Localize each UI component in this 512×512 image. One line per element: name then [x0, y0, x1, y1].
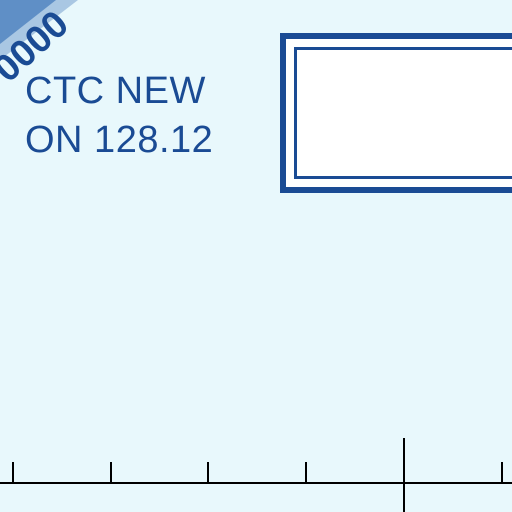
notice-line-2: ON 128.12 — [25, 119, 214, 161]
frequency-notice-box — [280, 33, 512, 193]
frequency-notice-inner-frame — [294, 47, 512, 179]
airspace-band-inner — [0, 0, 56, 44]
notice-line-1: CTC NEW — [25, 70, 206, 112]
airspace-boundary-band: 0000 — [0, 0, 78, 91]
